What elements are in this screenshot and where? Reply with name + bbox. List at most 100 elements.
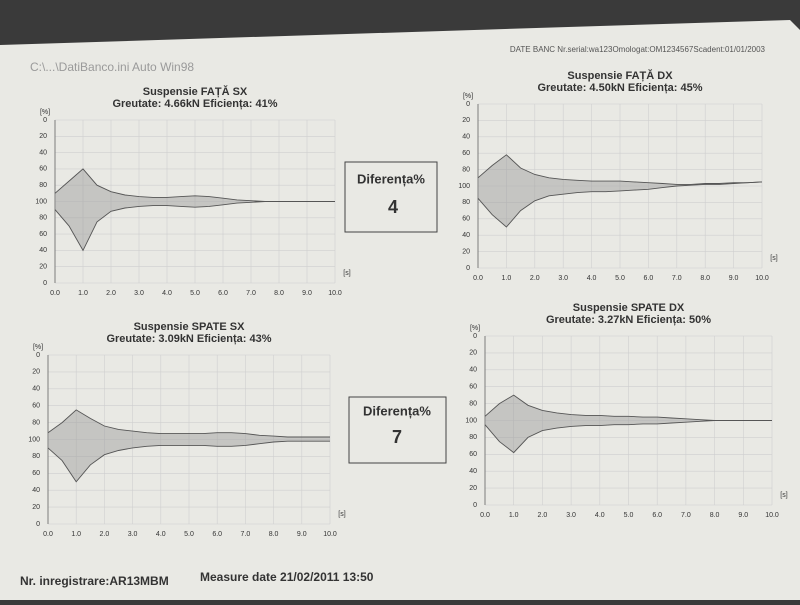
chart-title: Suspensie SPATE SX xyxy=(134,321,246,333)
x-tick-label: 10.0 xyxy=(328,290,342,297)
x-axis-label: [s] xyxy=(770,255,777,262)
x-tick-label: 5.0 xyxy=(615,275,625,282)
difference-value: 4 xyxy=(388,197,398,217)
chart-title: Suspensie FAȚĂ DX xyxy=(567,69,673,82)
y-tick-label: 80 xyxy=(469,400,477,407)
y-tick-label: 0 xyxy=(473,333,477,340)
x-tick-label: 10.0 xyxy=(323,531,337,538)
envelope-line xyxy=(477,181,763,228)
x-tick-label: 10.0 xyxy=(765,512,779,519)
x-tick-label: 5.0 xyxy=(184,531,194,538)
header-right: DATE BANC Nr.serial:wa123Omologat:OM1234… xyxy=(510,45,766,54)
y-axis-label: [%] xyxy=(463,93,473,100)
x-tick-label: 8.0 xyxy=(710,512,720,519)
x-tick-label: 8.0 xyxy=(269,531,279,538)
chart-title: Suspensie SPATE DX xyxy=(573,302,685,314)
y-tick-label: 20 xyxy=(32,504,40,511)
y-tick-label: 20 xyxy=(462,248,470,255)
x-tick-label: 5.0 xyxy=(190,290,200,297)
oscillation-band xyxy=(485,395,772,453)
x-tick-label: 4.0 xyxy=(587,275,597,282)
x-tick-label: 0.0 xyxy=(480,512,490,519)
x-tick-label: 2.0 xyxy=(530,275,540,282)
x-tick-label: 3.0 xyxy=(566,512,576,519)
y-axis-label: [%] xyxy=(40,109,50,116)
x-tick-label: 0.0 xyxy=(43,531,53,538)
x-tick-label: 4.0 xyxy=(162,290,172,297)
y-tick-label: 20 xyxy=(469,350,477,357)
y-tick-label: 80 xyxy=(462,199,470,206)
x-tick-label: 1.0 xyxy=(78,290,88,297)
y-tick-label: 100 xyxy=(35,198,47,205)
x-tick-label: 8.0 xyxy=(274,290,284,297)
y-tick-label: 40 xyxy=(39,149,47,156)
x-tick-label: 2.0 xyxy=(100,531,110,538)
x-tick-label: 6.0 xyxy=(644,275,654,282)
y-tick-label: 60 xyxy=(469,451,477,458)
x-tick-label: 5.0 xyxy=(624,512,634,519)
oscillation-band xyxy=(48,409,330,482)
x-tick-label: 7.0 xyxy=(246,290,256,297)
oscillation-band xyxy=(55,168,335,251)
envelope-line xyxy=(47,409,330,438)
difference-label: Diferența% xyxy=(357,171,425,186)
y-tick-label: 40 xyxy=(39,247,47,254)
chart-subtitle: Greutate: 3.27kN Eficiența: 50% xyxy=(546,314,711,326)
y-tick-label: 40 xyxy=(469,367,477,374)
y-tick-label: 80 xyxy=(469,434,477,441)
y-tick-label: 20 xyxy=(39,264,47,271)
envelope-line xyxy=(54,201,335,252)
y-tick-label: 80 xyxy=(39,182,47,189)
y-tick-label: 60 xyxy=(469,384,477,391)
y-tick-label: 20 xyxy=(39,133,47,140)
y-tick-label: 100 xyxy=(458,183,470,190)
x-tick-label: 6.0 xyxy=(218,290,228,297)
footer-registration: Nr. inregistrare:AR13MBM xyxy=(20,574,169,588)
difference-box xyxy=(348,396,447,464)
y-tick-label: 100 xyxy=(465,417,477,424)
y-tick-label: 0 xyxy=(36,521,40,528)
x-tick-label: 9.0 xyxy=(302,290,312,297)
y-tick-label: 40 xyxy=(462,134,470,141)
x-tick-label: 4.0 xyxy=(595,512,605,519)
x-tick-label: 2.0 xyxy=(538,512,548,519)
x-axis-label: [s] xyxy=(343,270,350,277)
x-tick-label: 3.0 xyxy=(128,531,138,538)
chart-title: Suspensie FAȚĂ SX xyxy=(143,85,248,98)
y-tick-label: 20 xyxy=(469,485,477,492)
y-tick-label: 60 xyxy=(39,166,47,173)
x-tick-label: 1.0 xyxy=(71,531,81,538)
x-tick-label: 7.0 xyxy=(672,275,682,282)
y-tick-label: 40 xyxy=(462,232,470,239)
x-tick-label: 0.0 xyxy=(50,290,60,297)
y-tick-label: 80 xyxy=(32,453,40,460)
y-tick-label: 60 xyxy=(462,150,470,157)
header-left: C:\...\DatiBanco.ini Auto Win98 xyxy=(30,60,194,74)
x-tick-label: 9.0 xyxy=(297,531,307,538)
x-tick-label: 9.0 xyxy=(729,275,739,282)
envelope-line xyxy=(484,420,772,454)
y-tick-label: 80 xyxy=(39,215,47,222)
x-tick-label: 2.0 xyxy=(106,290,116,297)
y-axis-label: [%] xyxy=(470,325,480,332)
y-tick-label: 40 xyxy=(32,487,40,494)
x-tick-label: 10.0 xyxy=(755,275,769,282)
difference-box xyxy=(344,161,438,233)
y-tick-label: 60 xyxy=(32,470,40,477)
chart-subtitle: Greutate: 4.66kN Eficiența: 41% xyxy=(112,98,277,110)
chart-subtitle: Greutate: 4.50kN Eficiența: 45% xyxy=(537,82,702,94)
footer-measure: Measure date 21/02/2011 13:50 xyxy=(200,570,374,584)
x-tick-label: 1.0 xyxy=(502,275,512,282)
y-tick-label: 0 xyxy=(36,352,40,359)
y-tick-label: 80 xyxy=(462,166,470,173)
y-tick-label: 100 xyxy=(28,436,40,443)
x-tick-label: 8.0 xyxy=(700,275,710,282)
chart-subtitle: Greutate: 3.09kN Eficiența: 43% xyxy=(106,333,271,345)
y-axis-label: [%] xyxy=(33,344,43,351)
x-tick-label: 0.0 xyxy=(473,275,483,282)
x-tick-label: 9.0 xyxy=(738,512,748,519)
y-tick-label: 60 xyxy=(32,403,40,410)
difference-value: 7 xyxy=(392,427,402,447)
